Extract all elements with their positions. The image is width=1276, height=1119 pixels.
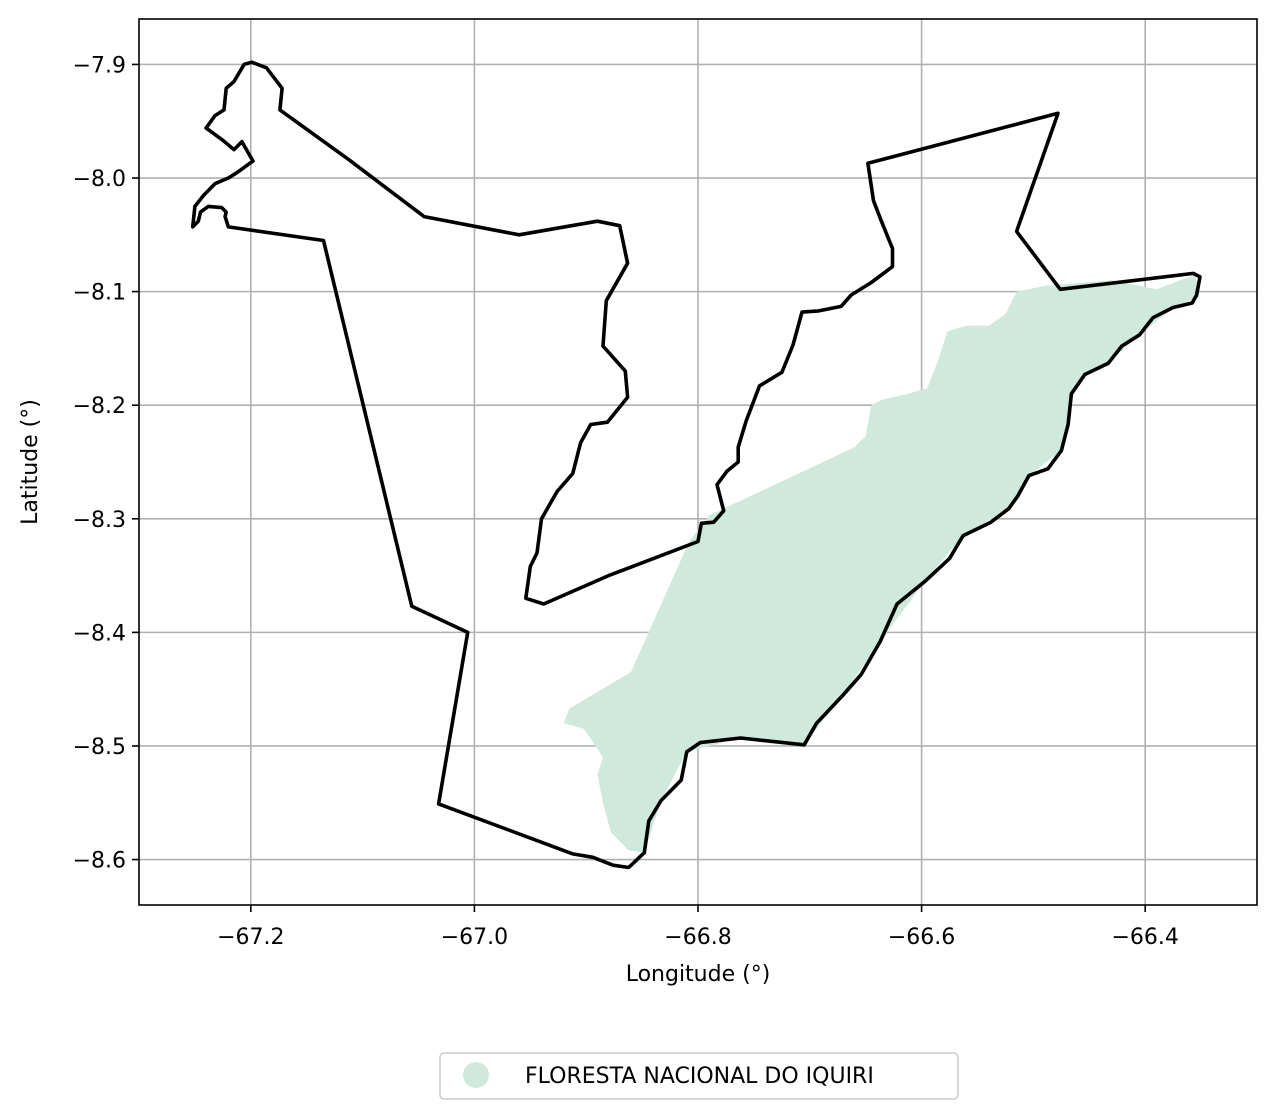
boundary-layer: [190, 60, 1202, 870]
legend-box: [439, 1052, 959, 1100]
y-tick-label: −7.9: [73, 53, 126, 78]
x-axis-label: Longitude (°): [626, 962, 771, 987]
x-tick-label: −67.0: [441, 925, 508, 950]
y-axis-label: Latitude (°): [18, 399, 43, 525]
legend: FLORESTA NACIONAL DO IQUIRI: [439, 1052, 959, 1100]
x-tick-label: −66.4: [1111, 925, 1178, 950]
boundary-outline: [190, 60, 1202, 870]
x-tick-label: −66.8: [664, 925, 731, 950]
y-tick-label: −8.6: [73, 849, 126, 874]
axis-ticks: −67.2 −67.0 −66.8 −66.6 −66.4 −7.9 −8.0 −8.1 −8.…: [73, 53, 1179, 950]
x-tick-label: −67.2: [217, 925, 284, 950]
y-tick-label: −8.2: [73, 394, 126, 419]
y-tick-label: −8.1: [73, 281, 126, 306]
legend-marker: [463, 1062, 489, 1088]
y-tick-label: −8.5: [73, 735, 126, 760]
y-tick-label: −8.0: [73, 167, 126, 192]
y-tick-label: −8.4: [73, 621, 126, 646]
legend-label: FLORESTA NACIONAL DO IQUIRI: [525, 1064, 874, 1089]
floresta-nacional-do-iquiri-area: [563, 274, 1199, 853]
grid-lines: [139, 19, 1257, 905]
x-tick-label: −66.6: [888, 925, 955, 950]
floresta-area-layer: [563, 274, 1199, 853]
y-tick-label: −8.3: [73, 508, 126, 533]
